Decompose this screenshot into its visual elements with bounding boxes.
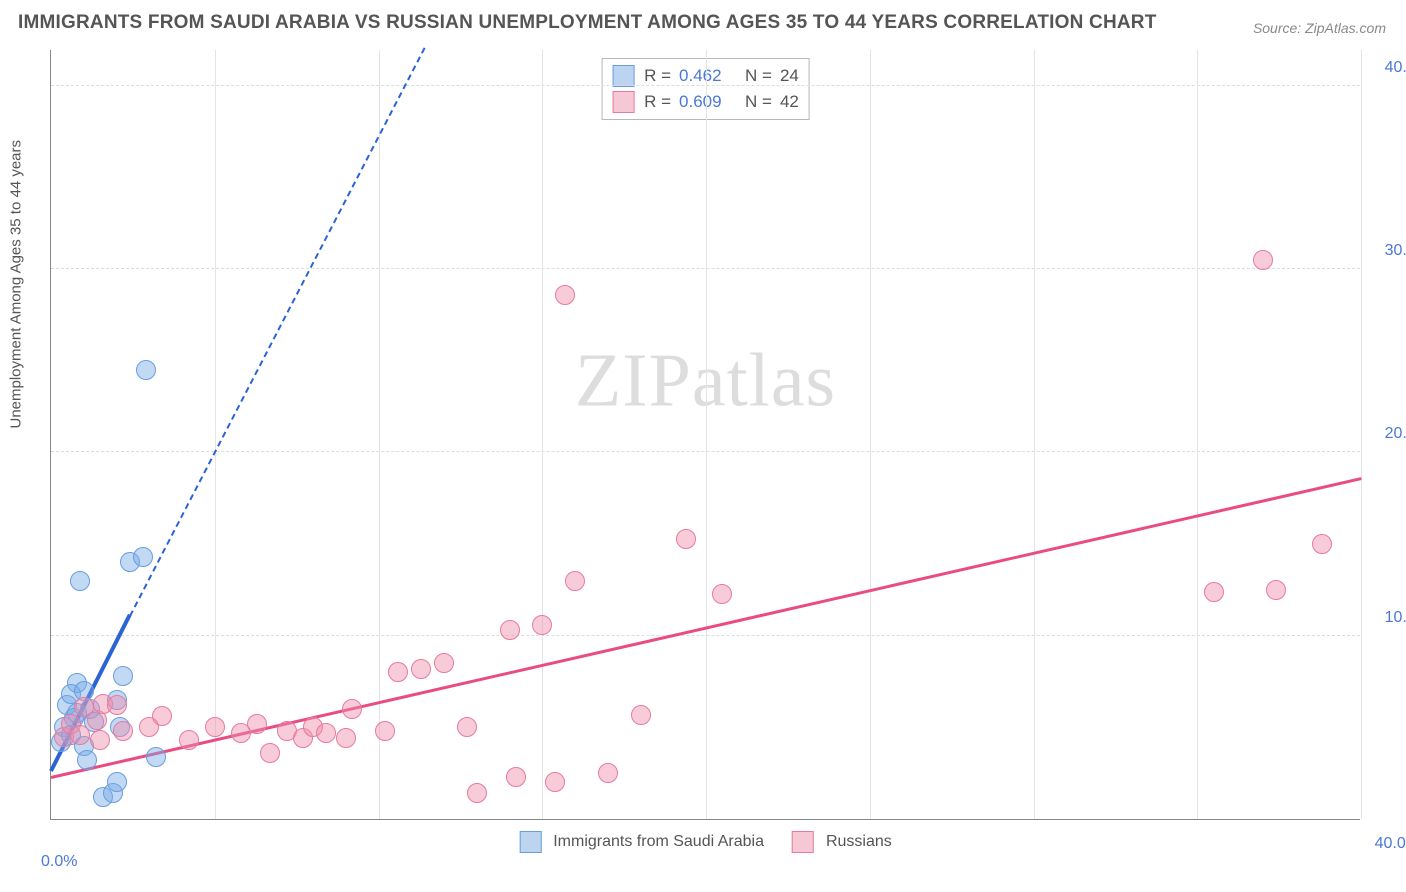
scatter-point (336, 728, 356, 748)
scatter-point (342, 699, 362, 719)
scatter-point (712, 584, 732, 604)
legend-swatch (612, 91, 634, 113)
x-tick-label: 0.0% (41, 853, 77, 871)
scatter-point (411, 659, 431, 679)
scatter-point (1204, 582, 1224, 602)
legend-label: Immigrants from Saudi Arabia (553, 833, 764, 851)
scatter-point (205, 717, 225, 737)
gridline-v (870, 50, 871, 819)
scatter-point (457, 717, 477, 737)
scatter-point (136, 360, 156, 380)
scatter-point (375, 721, 395, 741)
scatter-point (676, 529, 696, 549)
scatter-point (113, 666, 133, 686)
gridline-v (1197, 50, 1198, 819)
source-attribution: Source: ZipAtlas.com (1253, 20, 1386, 36)
scatter-point (1253, 250, 1273, 270)
scatter-point (70, 725, 90, 745)
scatter-point (77, 750, 97, 770)
scatter-point (555, 285, 575, 305)
legend-swatch (519, 831, 541, 853)
scatter-point (107, 695, 127, 715)
legend-label: Russians (826, 833, 892, 851)
legend-swatch (792, 831, 814, 853)
scatter-point (260, 743, 280, 763)
legend-item: Immigrants from Saudi Arabia (519, 831, 764, 853)
scatter-point (316, 723, 336, 743)
scatter-point (500, 620, 520, 640)
scatter-point (152, 706, 172, 726)
scatter-point (247, 714, 267, 734)
trend-line-dash (129, 48, 426, 617)
scatter-point (434, 653, 454, 673)
gridline-v (706, 50, 707, 819)
chart-title: IMMIGRANTS FROM SAUDI ARABIA VS RUSSIAN … (18, 12, 1157, 34)
scatter-point (631, 705, 651, 725)
scatter-point (70, 571, 90, 591)
scatter-point (598, 763, 618, 783)
plot-area: ZIPatlas R =0.462N =24R =0.609N =42 Immi… (50, 50, 1360, 820)
scatter-point (545, 772, 565, 792)
scatter-point (179, 730, 199, 750)
y-axis-label: Unemployment Among Ages 35 to 44 years (8, 140, 25, 429)
y-tick-label: 20.0% (1385, 425, 1406, 443)
gridline-v (1361, 50, 1362, 819)
legend-item: Russians (792, 831, 892, 853)
scatter-point (565, 571, 585, 591)
y-tick-label: 10.0% (1385, 609, 1406, 627)
scatter-point (90, 730, 110, 750)
scatter-point (506, 767, 526, 787)
scatter-point (532, 615, 552, 635)
y-tick-label: 30.0% (1385, 242, 1406, 260)
scatter-point (1266, 580, 1286, 600)
scatter-point (113, 721, 133, 741)
scatter-point (1312, 534, 1332, 554)
gridline-v (215, 50, 216, 819)
scatter-point (133, 547, 153, 567)
scatter-point (107, 772, 127, 792)
gridline-v (542, 50, 543, 819)
x-tick-label: 40.0% (1375, 835, 1406, 853)
y-tick-label: 40.0% (1385, 59, 1406, 77)
scatter-point (388, 662, 408, 682)
scatter-point (146, 747, 166, 767)
scatter-point (467, 783, 487, 803)
series-legend: Immigrants from Saudi Arabia Russians (519, 831, 892, 853)
gridline-v (1034, 50, 1035, 819)
